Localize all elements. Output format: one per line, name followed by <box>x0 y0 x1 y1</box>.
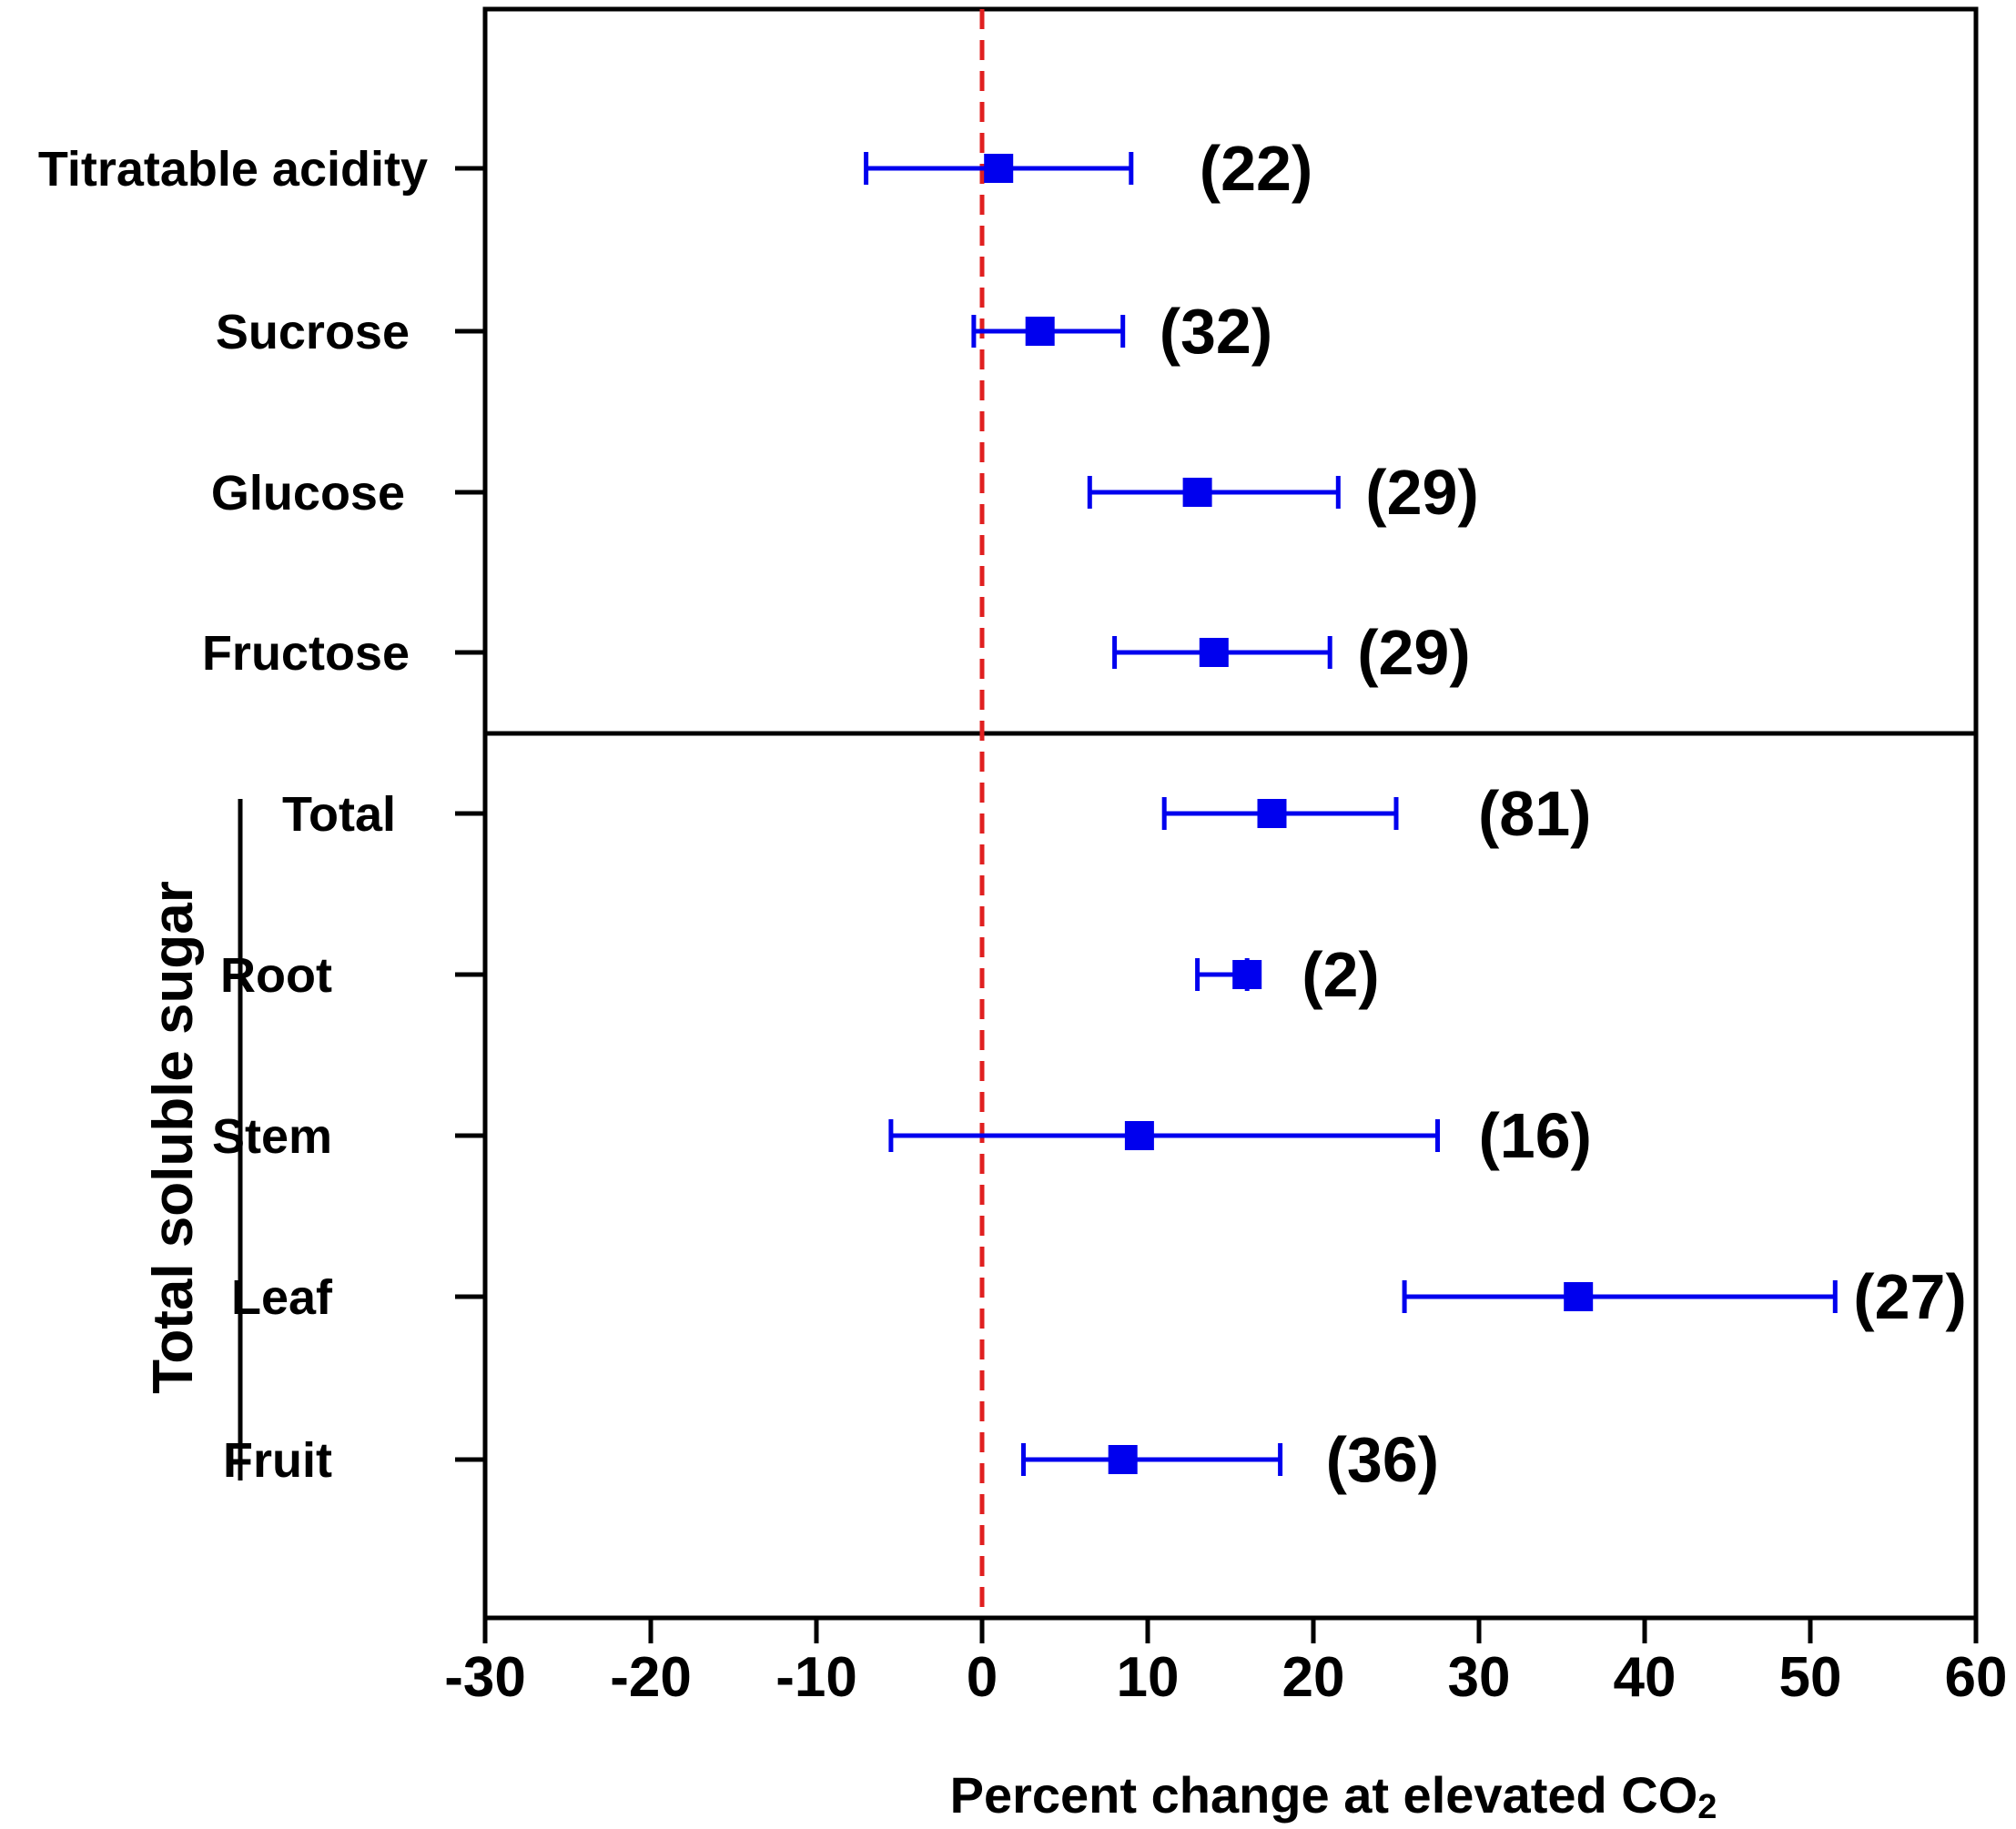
mean-marker <box>1025 317 1055 346</box>
sample-size-label: (16) <box>1479 1100 1592 1171</box>
x-tick-label: 30 <box>1448 1646 1511 1709</box>
x-tick-label: 50 <box>1779 1646 1842 1709</box>
mean-marker <box>1257 799 1287 828</box>
sample-size-label: (27) <box>1853 1261 1966 1332</box>
category-label: Fructose <box>202 626 410 681</box>
rows-layer: Titratable acidity (22) Sucrose (32) Glucose… <box>38 133 1967 1495</box>
x-axis-title: Percent change at elevated CO2 <box>950 1766 1717 1826</box>
mean-marker <box>1182 478 1212 507</box>
x-tick-label: 10 <box>1117 1646 1180 1709</box>
sample-size-label: (81) <box>1478 778 1591 849</box>
mean-marker <box>1199 638 1229 667</box>
x-tick-label: -20 <box>610 1646 692 1709</box>
category-label: Fruit <box>223 1433 332 1488</box>
mean-marker <box>1232 960 1262 989</box>
x-tick-label: 60 <box>1945 1646 2008 1709</box>
category-label: Stem <box>212 1109 332 1164</box>
x-axis-title-text: Percent change at elevated CO <box>950 1766 1698 1824</box>
mean-marker <box>1108 1445 1138 1474</box>
category-label: Leaf <box>231 1270 333 1325</box>
x-axis-title-subscript: 2 <box>1697 1788 1717 1826</box>
group-title: Total soluble sugar <box>142 881 205 1394</box>
x-tick-label: 20 <box>1282 1646 1345 1709</box>
category-label: Root <box>220 948 332 1003</box>
mean-marker <box>1124 1121 1154 1150</box>
category-label: Sucrose <box>216 305 410 359</box>
x-axis: -30 -20 -10 0 10 20 30 40 50 60 <box>444 1618 2007 1709</box>
sample-size-label: (22) <box>1200 133 1312 204</box>
sample-size-label: (36) <box>1326 1424 1439 1495</box>
sample-size-label: (29) <box>1357 617 1470 688</box>
sample-size-label: (32) <box>1160 296 1272 367</box>
x-tick-label: 40 <box>1614 1646 1677 1709</box>
x-tick-label: 0 <box>967 1646 998 1709</box>
x-tick-label: -10 <box>775 1646 857 1709</box>
mean-marker <box>984 154 1014 183</box>
category-label: Titratable acidity <box>38 142 428 197</box>
category-label: Total <box>282 787 396 842</box>
x-tick-label: -30 <box>444 1646 526 1709</box>
mean-marker <box>1564 1282 1594 1311</box>
category-label: Glucose <box>211 466 405 520</box>
sample-size-label: (29) <box>1365 457 1478 528</box>
sample-size-label: (2) <box>1302 939 1380 1010</box>
